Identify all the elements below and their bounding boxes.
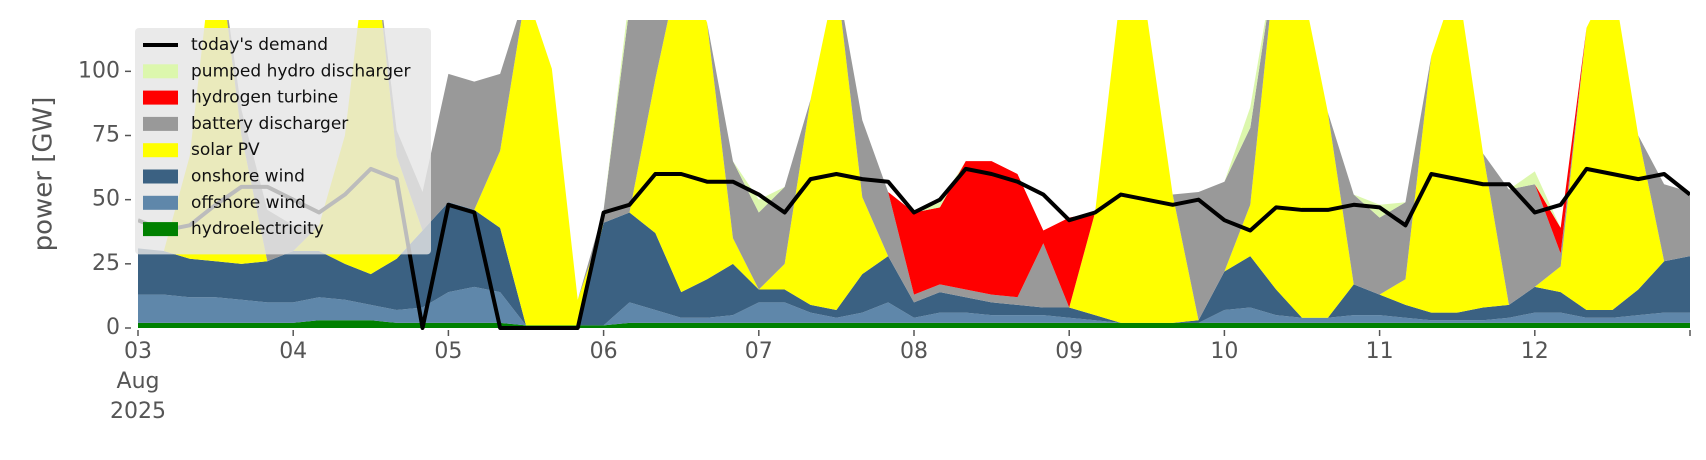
x-tick-label: 06 [590, 339, 618, 364]
legend-label: today's demand [191, 35, 328, 55]
legend-label: pumped hydro discharger [191, 61, 410, 81]
plot-area [138, 20, 1690, 330]
x-tick-label: 08 [900, 339, 928, 364]
y-axis-label: power [GW] [29, 97, 59, 252]
legend-swatch [143, 222, 178, 237]
legend-label: solar PV [191, 140, 260, 160]
y-tick-label: 25 [92, 251, 120, 276]
x-tick-label: 12 [1521, 339, 1549, 364]
legend-swatch [143, 195, 178, 210]
y-tick-label: 0 [106, 315, 120, 340]
legend-label: hydrogen turbine [191, 88, 338, 108]
legend-label: onshore wind [191, 167, 305, 187]
legend-swatch [143, 116, 178, 131]
x-tick-label: 03 Aug 2025 [110, 339, 166, 424]
legend-label: offshore wind [191, 193, 306, 213]
y-tick-label: 75 [92, 123, 120, 148]
x-tick-label: 04 [279, 339, 307, 364]
legend-swatch [143, 143, 178, 158]
area [138, 20, 1690, 308]
legend-swatch [143, 169, 178, 184]
legend: today's demand pumped hydro discharger hyd… [135, 28, 431, 255]
axes: 0 25 50 75 100 03 Aug 2025 04 05 06 07 08 09 10 11 12 [78, 58, 1691, 424]
legend-label: battery discharger [191, 114, 348, 134]
area [138, 286, 1690, 326]
area [138, 202, 1690, 326]
legend-swatch [143, 64, 178, 79]
legend-label: hydroelectricity [191, 219, 324, 239]
y-tick-label: 50 [92, 187, 120, 212]
legend-box [135, 28, 431, 255]
area [138, 20, 1690, 321]
x-tick-label: 10 [1210, 339, 1238, 364]
x-tick-label: 07 [745, 339, 773, 364]
x-tick-label: 05 [434, 339, 462, 364]
y-tick-label: 100 [78, 58, 120, 83]
area [138, 20, 1690, 326]
x-tick-label: 09 [1055, 339, 1083, 364]
x-tick-label: 11 [1366, 339, 1394, 364]
legend-swatch [143, 90, 178, 105]
